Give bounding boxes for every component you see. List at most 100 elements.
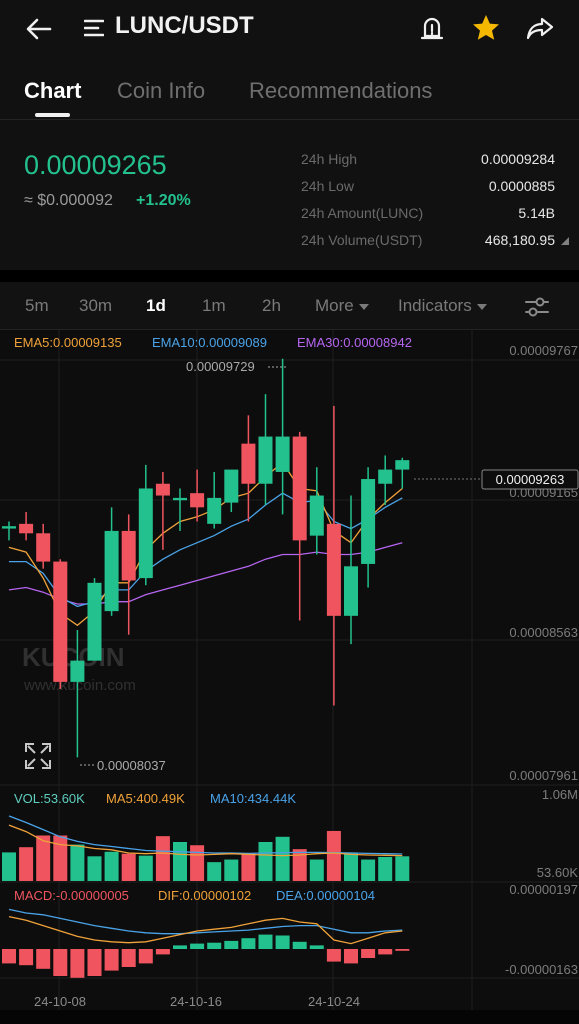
interval-5m[interactable]: 5m [25, 296, 49, 315]
dea-line [8, 908, 403, 935]
volume-bar [53, 835, 68, 881]
vol-y-tick: 1.06M [542, 787, 578, 802]
ema10-line [9, 492, 403, 608]
chevron-down-icon [358, 303, 369, 310]
bottom-strip [0, 1010, 579, 1024]
x-tick: 24-10-08 [34, 994, 86, 1009]
ema10-legend: EMA10:0.00009089 [152, 335, 267, 350]
volume-bar [70, 844, 85, 881]
ma10-legend: MA10:434.44K [210, 791, 296, 806]
interval-1d[interactable]: 1d [146, 296, 166, 315]
menu-lines-icon[interactable] [83, 16, 105, 40]
volume-bar [378, 856, 393, 881]
ema5-legend: EMA5:0.00009135 [14, 335, 122, 350]
candle-body [344, 566, 358, 616]
stat-label-amount: 24h Amount(LUNC) [301, 205, 424, 221]
macd-bar [309, 945, 324, 949]
volume-bar [361, 859, 376, 881]
divider [0, 119, 579, 120]
macd-bar [87, 949, 102, 976]
interval-1m[interactable]: 1m [202, 296, 226, 315]
volume-bar [344, 852, 358, 881]
volume-bar [104, 851, 119, 881]
tab-recommendations[interactable]: Recommendations [249, 78, 433, 103]
chart-area[interactable]: KUCOIN www.kucoin.com EMA5:0.00009135 EM… [0, 330, 579, 1010]
macd-bar [19, 949, 34, 966]
interval-2h[interactable]: 2h [262, 296, 281, 315]
more-dropdown[interactable]: More [315, 296, 369, 316]
ma5-legend: MA5:400.49K [106, 791, 185, 806]
corner-triangle-icon [561, 237, 569, 245]
section-gap [0, 270, 579, 282]
y-tick: 0.00007961 [509, 768, 578, 783]
candle-body [138, 488, 153, 579]
macd-bar [292, 941, 307, 949]
volume-bar [121, 853, 136, 881]
price-alert-icon[interactable] [416, 12, 448, 44]
macd-bar [224, 940, 239, 949]
volume-bar [155, 836, 170, 881]
macd-bar [121, 949, 136, 967]
chevron-down-icon [476, 303, 487, 310]
macd-bar [275, 935, 290, 949]
candle-body [104, 530, 119, 612]
interval-30m[interactable]: 30m [79, 296, 113, 315]
indicators-dropdown[interactable]: Indicators [398, 296, 487, 316]
watermark-url: www.kucoin.com [23, 677, 136, 694]
candle-body [121, 530, 136, 581]
macd-y-tick: -0.00000163 [505, 962, 578, 977]
macd-bar [395, 949, 410, 951]
vol-y-tick: 53.60K [537, 865, 579, 880]
macd-y-tick: 0.00000197 [509, 882, 578, 897]
candle-body [326, 523, 341, 616]
candle-body [70, 660, 85, 682]
ema30-line [8, 542, 403, 605]
candles [2, 358, 410, 758]
current-price-tag [481, 469, 579, 490]
pair-title[interactable]: LUNC/USDT [115, 12, 254, 39]
volume-bar [19, 847, 34, 881]
macd-bar [155, 949, 170, 955]
stat-value-low: 0.0000885 [488, 178, 555, 194]
tab-bar: Chart Coin Info Recommendations [0, 58, 579, 120]
candle-body [241, 443, 256, 484]
volume-bar [138, 855, 153, 881]
candle-body [224, 469, 239, 503]
y-tick: 0.00009767 [509, 343, 578, 358]
current-price-label: 0.00009263 [496, 472, 565, 487]
interval-bar: 5m 30m 1d 1m 2h More Indicators [0, 282, 579, 330]
volume-bar [395, 856, 410, 881]
last-price: 0.00009265 [24, 150, 167, 180]
volume-bar [258, 842, 273, 881]
candle-body [2, 526, 16, 529]
candle-body [36, 533, 51, 562]
dea-legend: DEA:0.00000104 [276, 888, 375, 903]
candle-body [190, 493, 205, 508]
stat-value-high: 0.00009284 [481, 151, 555, 167]
chart-settings-icon[interactable] [522, 292, 552, 322]
tab-chart[interactable]: Chart [24, 78, 82, 103]
candle-body [53, 561, 68, 682]
share-icon[interactable] [524, 12, 556, 44]
volume-bar [173, 842, 187, 881]
vol-ma10-line [8, 815, 403, 855]
candle-body [173, 497, 187, 501]
volume-bar [190, 845, 205, 881]
ema-lines [8, 461, 403, 627]
volume-bar [2, 852, 16, 881]
volume-bar [207, 862, 222, 881]
volume-bar [275, 836, 290, 881]
vol-ma5-line [8, 824, 403, 857]
candle-body [19, 523, 34, 534]
macd-bar [344, 949, 358, 964]
star-icon[interactable] [470, 12, 502, 44]
volume-bar [292, 849, 307, 881]
ema30-legend: EMA30:0.00008942 [297, 335, 412, 350]
candle-body [155, 483, 170, 496]
dif-legend: DIF:0.00000102 [158, 888, 251, 903]
back-arrow-icon[interactable] [24, 14, 54, 44]
tab-coin-info[interactable]: Coin Info [117, 78, 206, 103]
volume-bar [224, 859, 239, 881]
stat-label-high: 24h High [301, 151, 358, 167]
candlestick-chart[interactable]: KUCOIN www.kucoin.com EMA5:0.00009135 EM… [0, 330, 579, 1010]
